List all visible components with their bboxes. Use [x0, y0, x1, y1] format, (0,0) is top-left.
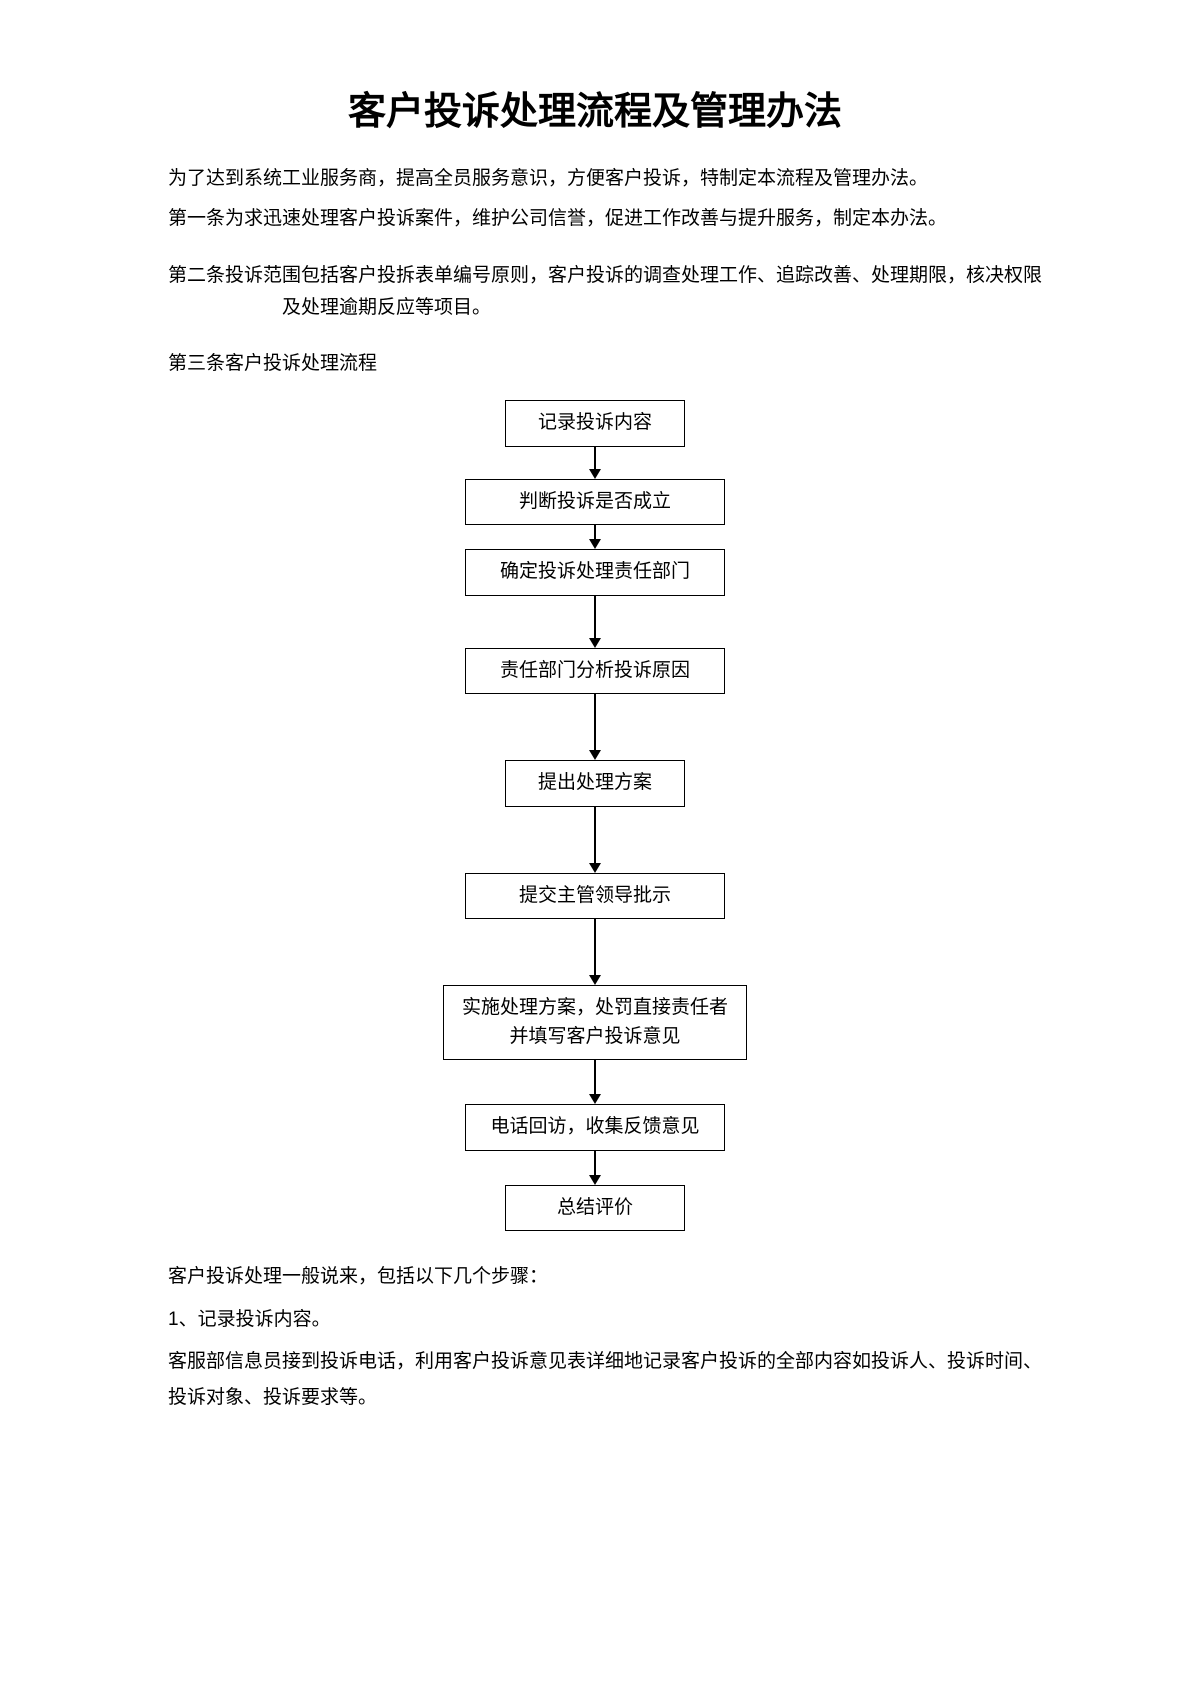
article-1: 第一条为求迅速处理客户投诉案件，维护公司信誉，促进工作改善与提升服务，制定本办法… — [168, 203, 1060, 235]
flow-node-3: 责任部门分析投诉原因 — [465, 648, 725, 695]
postflow-line-2: 1、记录投诉内容。 — [168, 1302, 1060, 1338]
post-flow-section: 客户投诉处理一般说来，包括以下几个步骤： 1、记录投诉内容。 客服部信息员接到投… — [168, 1259, 1060, 1415]
flow-arrow-4 — [589, 807, 601, 873]
flow-node-8: 总结评价 — [505, 1185, 685, 1232]
flow-arrow-5 — [589, 919, 601, 985]
flow-arrow-7 — [589, 1151, 601, 1185]
postflow-line-1: 客户投诉处理一般说来，包括以下几个步骤： — [168, 1259, 1060, 1295]
intro-paragraph: 为了达到系统工业服务商，提高全员服务意识，方便客户投诉，特制定本流程及管理办法。 — [130, 163, 1060, 195]
article-3: 第三条客户投诉处理流程 — [168, 348, 1060, 380]
flow-arrow-2 — [589, 596, 601, 648]
step-number: 1 — [168, 1309, 179, 1330]
flow-node-5: 提交主管领导批示 — [465, 873, 725, 920]
flow-node-1: 判断投诉是否成立 — [465, 479, 725, 526]
flow-node-6: 实施处理方案，处罚直接责任者并填写客户投诉意见 — [443, 985, 747, 1060]
article-1-text: 第一条为求迅速处理客户投诉案件，维护公司信誉，促进工作改善与提升服务，制定本办法… — [168, 203, 1060, 235]
flow-node-0: 记录投诉内容 — [505, 400, 685, 447]
flow-arrow-1 — [589, 525, 601, 549]
flow-node-7: 电话回访，收集反馈意见 — [465, 1104, 725, 1151]
flowchart: 记录投诉内容判断投诉是否成立确定投诉处理责任部门责任部门分析投诉原因提出处理方案… — [130, 400, 1060, 1231]
flow-arrow-0 — [589, 447, 601, 479]
step-text: 、记录投诉内容。 — [179, 1309, 331, 1330]
postflow-line-3: 客服部信息员接到投诉电话，利用客户投诉意见表详细地记录客户投诉的全部内容如投诉人… — [168, 1344, 1060, 1416]
flow-arrow-3 — [589, 694, 601, 760]
article-2-text: 第二条投诉范围包括客户投拆表单编号原则，客户投诉的调查处理工作、追踪改善、处理期… — [168, 260, 1060, 325]
article-2: 第二条投诉范围包括客户投拆表单编号原则，客户投诉的调查处理工作、追踪改善、处理期… — [168, 260, 1060, 325]
page-title: 客户投诉处理流程及管理办法 — [130, 80, 1060, 135]
flow-arrow-6 — [589, 1060, 601, 1104]
flow-node-2: 确定投诉处理责任部门 — [465, 549, 725, 596]
flow-node-4: 提出处理方案 — [505, 760, 685, 807]
